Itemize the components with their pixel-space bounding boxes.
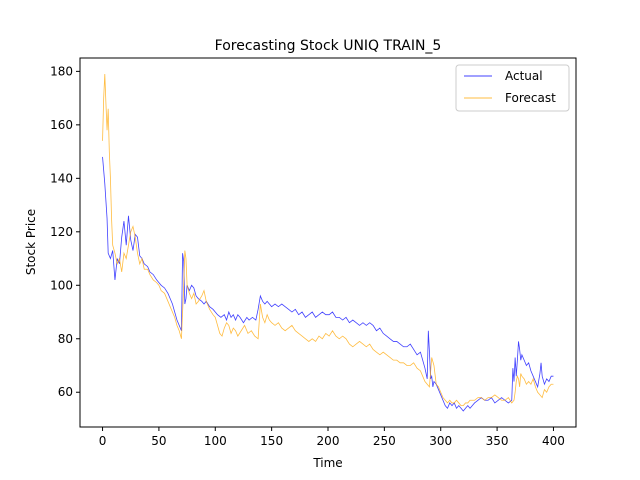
x-tick-label: 0 bbox=[99, 434, 107, 448]
x-tick-label: 350 bbox=[486, 434, 509, 448]
y-tick-label: 60 bbox=[58, 385, 73, 399]
y-tick-label: 100 bbox=[50, 278, 73, 292]
y-tick-label: 140 bbox=[50, 171, 73, 185]
axes-frame bbox=[79, 57, 577, 428]
chart-title: Forecasting Stock UNIQ TRAIN_5 bbox=[215, 38, 442, 54]
x-tick-label: 400 bbox=[542, 434, 565, 448]
series-line-forecast bbox=[102, 74, 554, 407]
legend-label-forecast: Forecast bbox=[505, 91, 556, 105]
y-axis-ticks: 60 80 100 120 140 160 180 bbox=[50, 64, 80, 399]
y-tick-label: 180 bbox=[50, 64, 73, 78]
x-tick-label: 250 bbox=[373, 434, 396, 448]
y-tick-label: 80 bbox=[58, 332, 73, 346]
legend: Actual Forecast bbox=[455, 64, 570, 112]
x-tick-label: 50 bbox=[151, 434, 166, 448]
y-tick-label: 160 bbox=[50, 118, 73, 132]
x-tick-label: 150 bbox=[260, 434, 283, 448]
y-tick-label: 120 bbox=[50, 225, 73, 239]
series-line-actual bbox=[102, 156, 554, 412]
x-tick-label: 200 bbox=[317, 434, 340, 448]
x-tick-label: 100 bbox=[204, 434, 227, 448]
legend-label-actual: Actual bbox=[505, 69, 543, 83]
plot-area bbox=[102, 74, 554, 412]
y-axis-label: Stock Price bbox=[24, 209, 38, 275]
x-axis-ticks: 0 50 100 150 200 250 300 350 400 bbox=[99, 427, 565, 448]
x-tick-label: 300 bbox=[429, 434, 452, 448]
x-axis-label: Time bbox=[312, 456, 342, 470]
